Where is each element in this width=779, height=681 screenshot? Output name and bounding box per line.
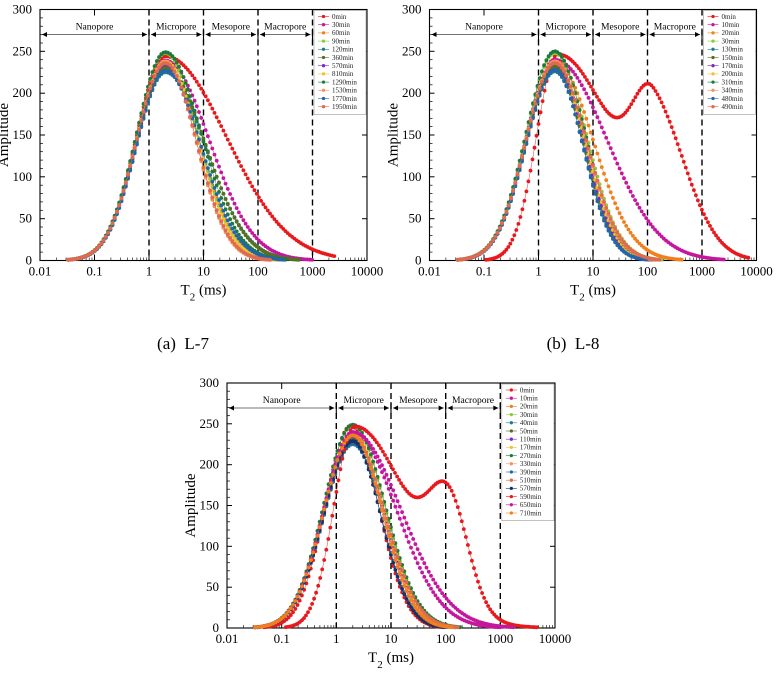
svg-text:650min: 650min	[520, 501, 542, 509]
svg-text:Mesopore: Mesopore	[601, 22, 639, 33]
svg-text:200: 200	[200, 457, 220, 472]
svg-text:Nanopore: Nanopore	[263, 395, 301, 406]
svg-text:0.01: 0.01	[29, 264, 52, 279]
svg-text:330min: 330min	[520, 460, 542, 468]
svg-text:150: 150	[402, 127, 422, 142]
svg-text:Amplitude: Amplitude	[183, 473, 199, 538]
svg-text:Macropore: Macropore	[264, 22, 306, 33]
svg-text:480min: 480min	[722, 95, 744, 103]
svg-text:40min: 40min	[520, 419, 538, 427]
svg-text:250: 250	[13, 43, 33, 58]
svg-text:30min: 30min	[332, 21, 350, 29]
svg-text:170min: 170min	[722, 62, 744, 70]
svg-text:490min: 490min	[722, 103, 744, 111]
svg-text:1290min: 1290min	[332, 78, 357, 86]
svg-text:90min: 90min	[332, 37, 350, 45]
svg-text:10000: 10000	[539, 631, 572, 646]
svg-text:100: 100	[200, 538, 220, 553]
svg-text:1000: 1000	[300, 264, 326, 279]
svg-text:30min: 30min	[722, 37, 740, 45]
svg-text:200min: 200min	[722, 70, 744, 78]
svg-text:360min: 360min	[332, 54, 354, 62]
svg-text:570min: 570min	[332, 62, 354, 70]
svg-text:250: 250	[200, 416, 220, 431]
svg-text:170min: 170min	[520, 444, 542, 452]
svg-text:0.1: 0.1	[274, 631, 290, 646]
svg-text:Macropore: Macropore	[654, 22, 696, 33]
svg-text:10: 10	[587, 264, 600, 279]
svg-text:50: 50	[19, 211, 32, 226]
svg-text:110min: 110min	[520, 436, 542, 444]
svg-text:Nanopore: Nanopore	[76, 22, 114, 33]
svg-text:1000: 1000	[689, 264, 715, 279]
svg-text:0.01: 0.01	[216, 631, 239, 646]
svg-text:570min: 570min	[520, 485, 542, 493]
svg-text:300: 300	[13, 2, 33, 17]
svg-text:300: 300	[402, 2, 422, 17]
svg-text:100: 100	[402, 169, 422, 184]
svg-text:Mesopore: Mesopore	[212, 22, 250, 33]
svg-text:10: 10	[385, 631, 398, 646]
svg-text:590min: 590min	[520, 493, 542, 501]
svg-text:Macropore: Macropore	[452, 395, 494, 406]
svg-text:390min: 390min	[520, 468, 542, 476]
svg-text:20min: 20min	[520, 403, 538, 411]
svg-text:50: 50	[206, 579, 219, 594]
svg-text:50: 50	[409, 211, 422, 226]
svg-text:0.1: 0.1	[476, 264, 492, 279]
svg-text:0min: 0min	[332, 13, 347, 21]
svg-text:270min: 270min	[520, 452, 542, 460]
svg-text:60min: 60min	[332, 29, 350, 37]
svg-text:Amplitude: Amplitude	[386, 103, 402, 168]
svg-text:250: 250	[402, 43, 422, 58]
svg-text:Nanopore: Nanopore	[465, 22, 503, 33]
svg-text:120min: 120min	[332, 46, 354, 54]
svg-text:100: 100	[638, 264, 658, 279]
svg-text:200: 200	[13, 85, 33, 100]
svg-text:1770min: 1770min	[332, 95, 357, 103]
svg-text:20min: 20min	[722, 29, 740, 37]
svg-text:Micropore: Micropore	[156, 22, 197, 33]
svg-text:10: 10	[197, 264, 210, 279]
svg-text:340min: 340min	[722, 87, 744, 95]
svg-text:1950min: 1950min	[332, 103, 357, 111]
svg-text:0min: 0min	[520, 386, 535, 394]
svg-text:130min: 130min	[722, 46, 744, 54]
svg-text:10min: 10min	[722, 21, 740, 29]
svg-text:710min: 710min	[520, 509, 542, 517]
svg-text:310min: 310min	[722, 78, 744, 86]
svg-text:10000: 10000	[351, 264, 384, 279]
svg-text:510min: 510min	[520, 477, 542, 485]
svg-text:0.01: 0.01	[418, 264, 441, 279]
svg-text:1000: 1000	[487, 631, 513, 646]
svg-text:(a) L-7: (a) L-7	[157, 334, 209, 353]
svg-text:1: 1	[146, 264, 153, 279]
svg-text:100: 100	[248, 264, 268, 279]
svg-text:Mesopore: Mesopore	[399, 395, 437, 406]
svg-text:150: 150	[200, 498, 220, 513]
svg-text:Micropore: Micropore	[546, 22, 587, 33]
svg-text:50min: 50min	[520, 427, 538, 435]
svg-text:Micropore: Micropore	[343, 395, 384, 406]
svg-text:10min: 10min	[520, 395, 538, 403]
svg-text:100: 100	[13, 169, 33, 184]
svg-text:300: 300	[200, 375, 220, 390]
svg-text:150: 150	[13, 127, 33, 142]
svg-text:30min: 30min	[520, 411, 538, 419]
svg-text:1530min: 1530min	[332, 87, 357, 95]
svg-text:100: 100	[436, 631, 456, 646]
svg-text:810min: 810min	[332, 70, 354, 78]
svg-text:1: 1	[535, 264, 542, 279]
svg-text:1: 1	[333, 631, 340, 646]
svg-text:0min: 0min	[722, 13, 737, 21]
svg-text:200: 200	[402, 85, 422, 100]
svg-text:(b) L-8: (b) L-8	[547, 334, 600, 353]
svg-text:150min: 150min	[722, 54, 744, 62]
svg-text:10000: 10000	[740, 264, 773, 279]
svg-text:0.1: 0.1	[86, 264, 102, 279]
svg-text:Amplitude: Amplitude	[0, 103, 12, 168]
